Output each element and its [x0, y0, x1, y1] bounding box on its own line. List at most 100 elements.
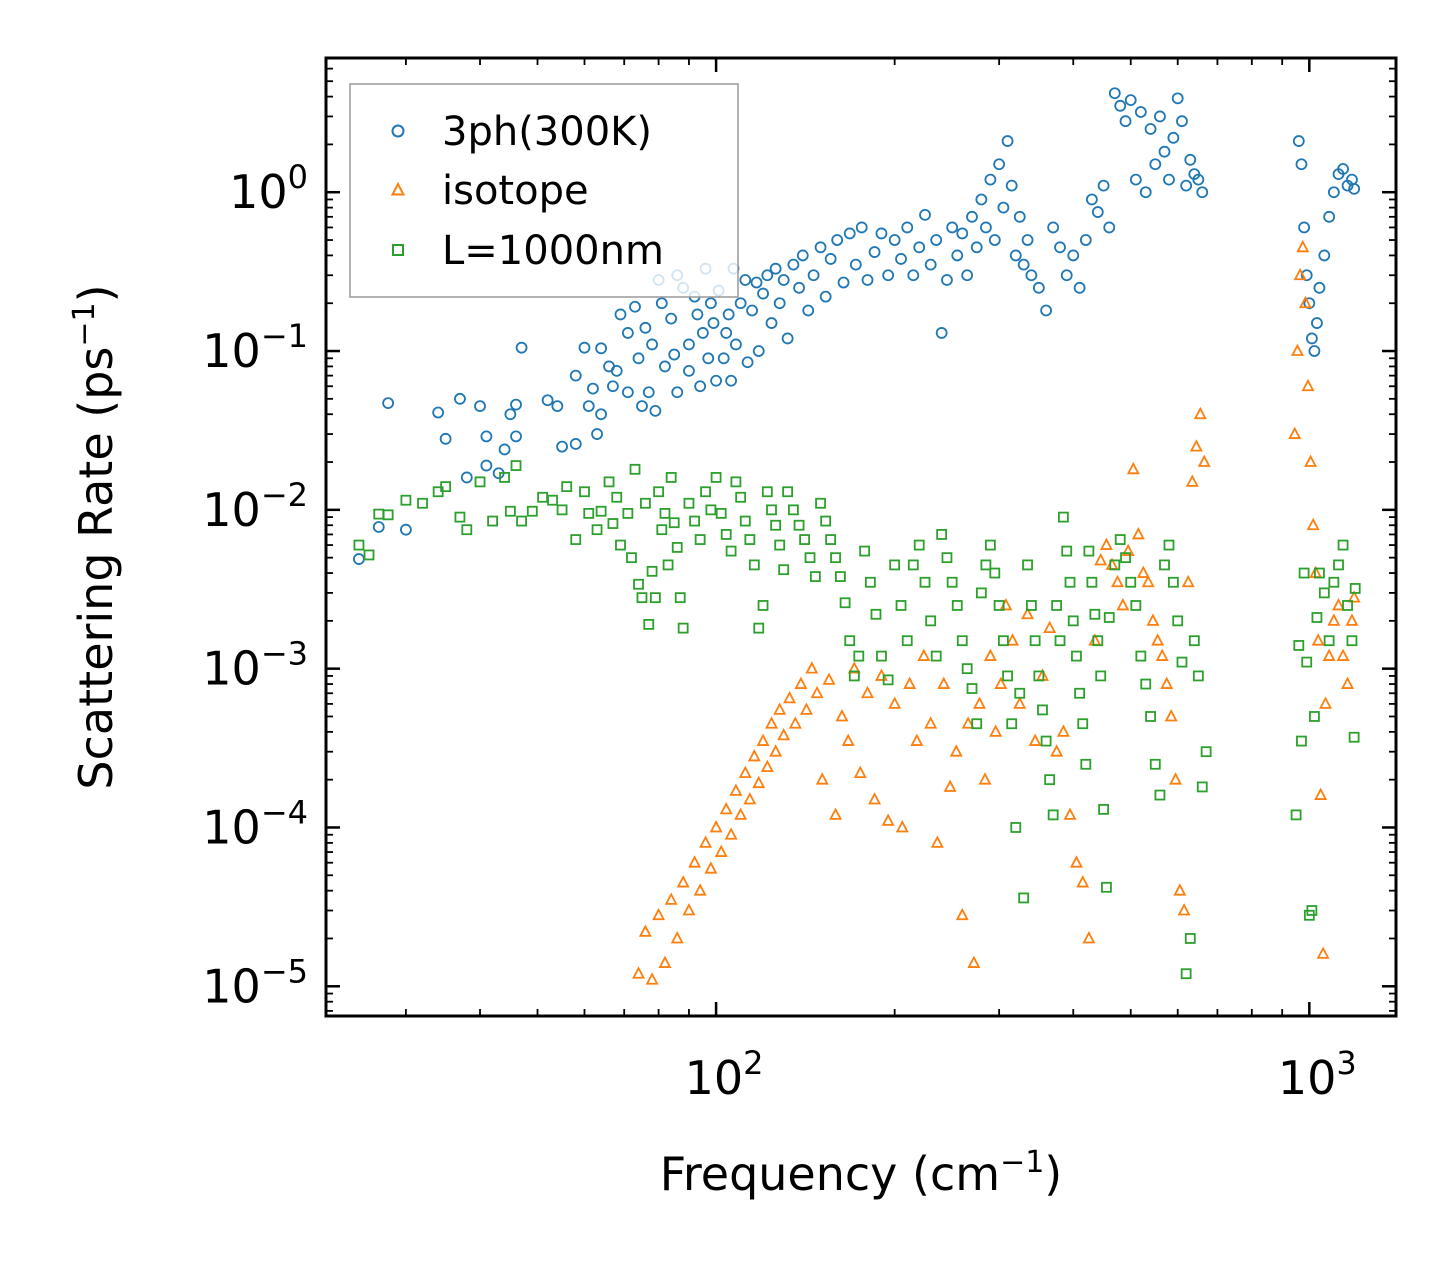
- point-circle-0-107: [946, 221, 959, 234]
- point-circle-0-96: [882, 269, 895, 282]
- point-triangle-1-53: [937, 676, 951, 689]
- point-square-2-87: [876, 650, 887, 662]
- point-triangle-1-24: [760, 759, 774, 772]
- point-circle-0-151: [1171, 92, 1184, 105]
- y-axis-title-end: ): [69, 284, 123, 302]
- point-square-2-96: [930, 650, 942, 662]
- point-circle-0-91: [849, 258, 862, 271]
- point-triangle-1-20: [743, 792, 757, 805]
- x-axis-title-text: Frequency (cm: [660, 1147, 1000, 1201]
- point-square-2-63: [757, 600, 769, 611]
- point-circle-0-22: [578, 341, 591, 354]
- point-square-2-139: [1098, 803, 1109, 815]
- point-square-2-128: [1064, 576, 1076, 588]
- point-circle-0-167: [1318, 249, 1331, 262]
- point-triangle-1-7: [676, 875, 690, 888]
- point-square-2-77: [825, 534, 837, 545]
- point-square-2-99: [946, 576, 958, 588]
- point-square-2-133: [1080, 758, 1092, 770]
- point-triangle-1-28: [777, 727, 791, 741]
- point-square-2-90: [895, 600, 907, 611]
- point-square-2-37: [646, 565, 658, 577]
- point-square-2-108: [989, 567, 1001, 579]
- point-circle-0-138: [1108, 87, 1121, 100]
- point-square-2-126: [1057, 511, 1069, 523]
- point-square-2-107: [984, 539, 996, 551]
- point-square-2-28: [611, 491, 623, 503]
- point-circle-0-23: [582, 400, 595, 413]
- point-circle-0-127: [1040, 304, 1053, 317]
- point-circle-0-126: [1032, 281, 1045, 294]
- point-triangle-1-51: [924, 716, 938, 729]
- point-square-2-110: [997, 635, 1009, 647]
- point-circle-0-101: [913, 241, 926, 254]
- x-tick-label: 102: [685, 1044, 764, 1105]
- point-circle-0-116: [988, 234, 1001, 246]
- y-tick-label: 10−3: [202, 635, 308, 696]
- point-triangle-1-120: [1347, 590, 1361, 603]
- point-square-2-160: [1192, 670, 1204, 682]
- y-tick-label: 10−5: [202, 952, 308, 1013]
- point-triangle-1-27: [773, 702, 787, 715]
- point-triangle-1-87: [1141, 574, 1155, 588]
- point-triangle-1-8: [682, 903, 696, 916]
- x-tick-label-base: 10: [1278, 1051, 1337, 1105]
- point-square-2-92: [907, 559, 919, 571]
- point-square-2-112: [1006, 718, 1018, 730]
- point-square-2-150: [1149, 758, 1161, 770]
- point-circle-0-80: [787, 258, 800, 271]
- point-triangle-1-85: [1131, 527, 1145, 540]
- point-square-2-138: [1095, 670, 1107, 682]
- point-triangle-1-30: [788, 716, 802, 729]
- point-square-2-48: [683, 497, 695, 509]
- point-circle-0-40: [649, 404, 662, 417]
- point-circle-0-30: [610, 364, 623, 377]
- x-tick-label-exponent: 2: [743, 1044, 763, 1082]
- x-axis-title-superscript: −1: [1000, 1145, 1044, 1180]
- point-square-2-180: [1348, 731, 1360, 743]
- point-circle-0-157: [1196, 186, 1209, 199]
- point-triangle-1-106: [1301, 378, 1315, 392]
- point-triangle-1-95: [1177, 903, 1191, 916]
- point-circle-0-149: [1163, 173, 1175, 186]
- point-triangle-1-81: [1111, 574, 1125, 588]
- point-square-2-40: [656, 524, 668, 536]
- point-square-2-10: [474, 476, 486, 488]
- point-square-2-156: [1176, 656, 1188, 668]
- point-triangle-1-103: [1293, 267, 1307, 281]
- point-square-2-41: [659, 507, 671, 519]
- point-circle-0-16: [515, 341, 528, 354]
- point-circle-0-128: [1047, 221, 1060, 234]
- legend-entry-boundary: L=1000nm: [392, 228, 664, 274]
- point-circle-0-105: [935, 327, 948, 339]
- point-circle-0-19: [556, 440, 568, 453]
- point-square-2-159: [1188, 635, 1200, 647]
- point-square-2-84: [859, 545, 871, 557]
- legend: 3ph(300K) isotope L=1000nm: [349, 83, 739, 298]
- legend-marker-square: [392, 244, 404, 256]
- point-square-2-7: [440, 481, 452, 493]
- point-square-2-5: [417, 497, 428, 509]
- point-square-2-116: [1022, 559, 1033, 571]
- point-circle-0-139: [1114, 99, 1127, 112]
- point-circle-0-74: [761, 269, 774, 282]
- point-circle-0-108: [951, 249, 964, 262]
- point-circle-0-61: [717, 352, 730, 365]
- point-triangle-1-110: [1311, 633, 1325, 646]
- point-square-2-103: [966, 683, 978, 694]
- point-square-2-31: [626, 552, 637, 564]
- point-circle-0-24: [587, 382, 599, 395]
- point-square-2-142: [1109, 559, 1121, 571]
- point-triangle-1-114: [1322, 648, 1336, 661]
- point-square-2-94: [919, 576, 931, 588]
- point-square-2-72: [799, 534, 811, 545]
- point-square-2-161: [1196, 781, 1208, 793]
- point-square-2-152: [1159, 559, 1170, 571]
- point-circle-0-66: [730, 338, 742, 351]
- point-circle-0-29: [607, 380, 619, 393]
- point-square-2-55: [720, 529, 732, 540]
- point-square-2-179: [1346, 635, 1358, 647]
- point-triangle-1-90: [1155, 648, 1169, 661]
- point-triangle-1-86: [1136, 565, 1150, 578]
- point-square-2-167: [1301, 656, 1313, 668]
